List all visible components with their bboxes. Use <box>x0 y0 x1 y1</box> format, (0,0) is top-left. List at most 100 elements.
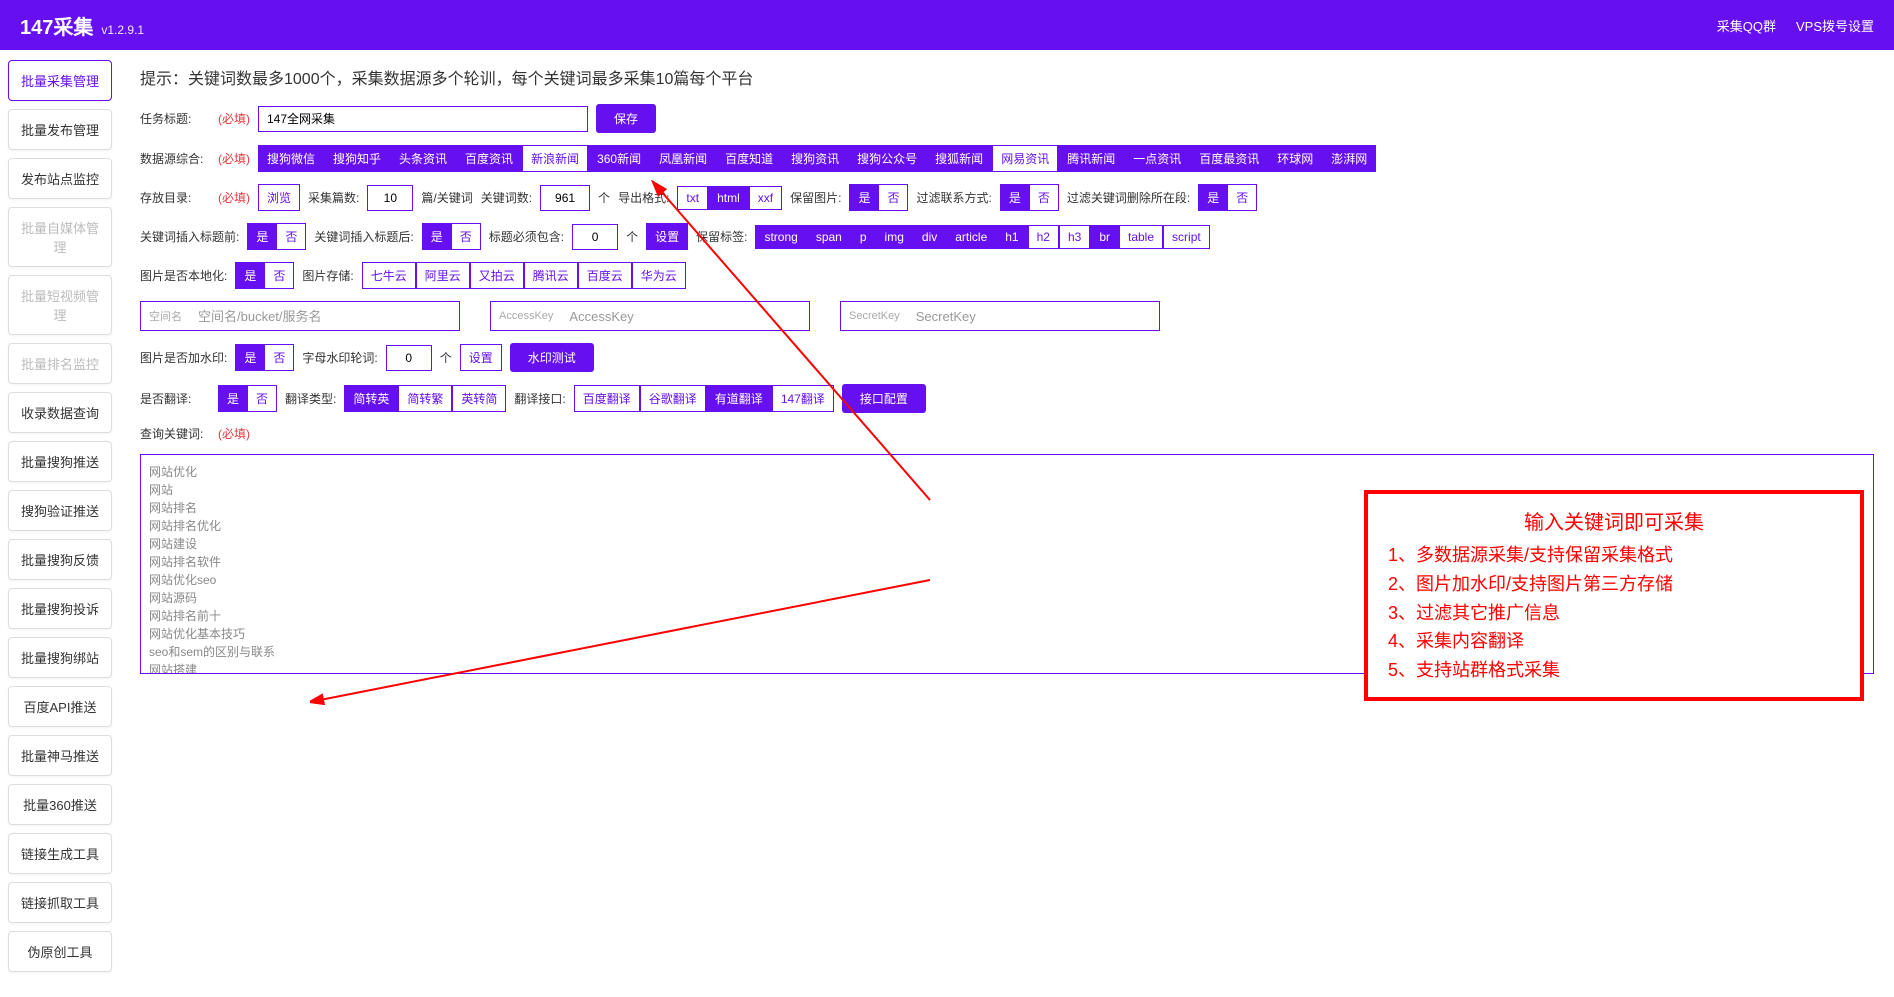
source-tag-15[interactable]: 环球网 <box>1268 145 1322 172</box>
store-tag-1[interactable]: 阿里云 <box>416 262 470 289</box>
filtercontact-yes[interactable]: 是 <box>1000 184 1030 211</box>
sidebar-item-9[interactable]: 批量搜狗反馈 <box>8 539 112 580</box>
header-link-qq[interactable]: 采集QQ群 <box>1717 16 1776 35</box>
keepimg-no[interactable]: 否 <box>879 184 908 211</box>
transapi-tag-3[interactable]: 147翻译 <box>772 385 834 412</box>
source-tag-4[interactable]: 新浪新闻 <box>522 145 588 172</box>
sidebar-item-15[interactable]: 链接生成工具 <box>8 833 112 874</box>
source-tag-5[interactable]: 360新闻 <box>588 145 650 172</box>
browse-button[interactable]: 浏览 <box>258 184 300 211</box>
after-no[interactable]: 否 <box>452 223 481 250</box>
source-tag-2[interactable]: 头条资讯 <box>390 145 456 172</box>
must-set-button[interactable]: 设置 <box>646 223 688 250</box>
sidebar-item-17[interactable]: 伪原创工具 <box>8 931 112 972</box>
filterkw-yes[interactable]: 是 <box>1198 184 1228 211</box>
sidebar-item-1[interactable]: 批量发布管理 <box>8 109 112 150</box>
keep-tag-6[interactable]: h1 <box>996 225 1027 249</box>
source-tag-8[interactable]: 搜狗资讯 <box>782 145 848 172</box>
translate-row: 是否翻译: 是 否 翻译类型: 简转英简转繁英转简 翻译接口: 百度翻译谷歌翻译… <box>140 384 1874 413</box>
translate-no[interactable]: 否 <box>248 385 277 412</box>
source-tag-9[interactable]: 搜狗公众号 <box>848 145 926 172</box>
sidebar-item-13[interactable]: 批量神马推送 <box>8 735 112 776</box>
transtype-tag-2[interactable]: 英转简 <box>452 385 506 412</box>
watermark-row: 图片是否加水印: 是 否 字母水印轮词: 个 设置 水印测试 <box>140 343 1874 372</box>
watermark-yes[interactable]: 是 <box>235 344 265 371</box>
source-tag-1[interactable]: 搜狗知乎 <box>324 145 390 172</box>
source-tag-3[interactable]: 百度资讯 <box>456 145 522 172</box>
store-tag-4[interactable]: 百度云 <box>578 262 632 289</box>
format-tag-1[interactable]: html <box>708 186 749 210</box>
before-label: 关键词插入标题前: <box>140 228 239 245</box>
after-yes[interactable]: 是 <box>422 223 452 250</box>
store-tag-0[interactable]: 七牛云 <box>362 262 416 289</box>
filtercontact-no[interactable]: 否 <box>1030 184 1059 211</box>
keep-tag-1[interactable]: span <box>807 225 851 249</box>
header-link-vps[interactable]: VPS拨号设置 <box>1796 16 1874 35</box>
transtype-label: 翻译类型: <box>285 390 336 407</box>
sidebar-item-14[interactable]: 批量360推送 <box>8 784 112 825</box>
keep-tag-5[interactable]: article <box>946 225 996 249</box>
must-input[interactable] <box>572 224 618 250</box>
sidebar: 批量采集管理批量发布管理发布站点监控批量自媒体管理批量短视频管理批量排名监控收录… <box>0 50 120 982</box>
letter-set-button[interactable]: 设置 <box>460 344 502 371</box>
imagelocal-no[interactable]: 否 <box>265 262 294 289</box>
translate-config-button[interactable]: 接口配置 <box>842 384 926 413</box>
kwcount-input[interactable] <box>540 185 590 211</box>
sk-input[interactable] <box>908 304 1159 329</box>
source-tag-10[interactable]: 搜狐新闻 <box>926 145 992 172</box>
transapi-tag-0[interactable]: 百度翻译 <box>574 385 640 412</box>
keep-tag-8[interactable]: h3 <box>1059 225 1090 249</box>
filterkw-no[interactable]: 否 <box>1228 184 1257 211</box>
imagelocal-yes[interactable]: 是 <box>235 262 265 289</box>
keep-tag-10[interactable]: table <box>1119 225 1163 249</box>
letter-input[interactable] <box>386 345 432 371</box>
source-tag-12[interactable]: 腾讯新闻 <box>1058 145 1124 172</box>
source-tag-16[interactable]: 澎湃网 <box>1322 145 1376 172</box>
before-yes[interactable]: 是 <box>247 223 277 250</box>
count-input[interactable] <box>367 185 413 211</box>
translate-yes[interactable]: 是 <box>218 385 248 412</box>
transtype-tag-1[interactable]: 简转繁 <box>398 385 452 412</box>
sidebar-item-7[interactable]: 批量搜狗推送 <box>8 441 112 482</box>
keep-tag-0[interactable]: strong <box>755 225 806 249</box>
keep-tag-3[interactable]: img <box>876 225 913 249</box>
transtype-tag-0[interactable]: 简转英 <box>344 385 398 412</box>
sidebar-item-16[interactable]: 链接抓取工具 <box>8 882 112 923</box>
callout-item-1: 2、图片加水印/支持图片第三方存储 <box>1388 570 1840 599</box>
sidebar-item-6[interactable]: 收录数据查询 <box>8 392 112 433</box>
before-no[interactable]: 否 <box>277 223 306 250</box>
space-input[interactable] <box>190 304 459 329</box>
keep-tag-11[interactable]: script <box>1163 225 1210 249</box>
transapi-tag-2[interactable]: 有道翻译 <box>706 385 772 412</box>
source-tag-6[interactable]: 凤凰新闻 <box>650 145 716 172</box>
keepimg-yes[interactable]: 是 <box>849 184 879 211</box>
save-button[interactable]: 保存 <box>596 104 656 133</box>
store-tag-5[interactable]: 华为云 <box>632 262 686 289</box>
watermark-test-button[interactable]: 水印测试 <box>510 343 594 372</box>
keep-tag-2[interactable]: p <box>851 225 876 249</box>
sk-group: SecretKey <box>840 301 1160 331</box>
source-tag-7[interactable]: 百度知道 <box>716 145 782 172</box>
watermark-no[interactable]: 否 <box>265 344 294 371</box>
transapi-tag-1[interactable]: 谷歌翻译 <box>640 385 706 412</box>
sidebar-item-8[interactable]: 搜狗验证推送 <box>8 490 112 531</box>
sidebar-item-0[interactable]: 批量采集管理 <box>8 60 112 101</box>
store-tag-3[interactable]: 腾讯云 <box>524 262 578 289</box>
sidebar-item-11[interactable]: 批量搜狗绑站 <box>8 637 112 678</box>
format-tag-2[interactable]: xxf <box>749 186 782 210</box>
keep-tag-4[interactable]: div <box>913 225 946 249</box>
keep-tag-9[interactable]: br <box>1090 225 1119 249</box>
task-title-input[interactable] <box>258 106 588 132</box>
format-tag-0[interactable]: txt <box>677 186 708 210</box>
ak-input[interactable] <box>561 304 809 329</box>
sidebar-item-12[interactable]: 百度API推送 <box>8 686 112 727</box>
keep-tag-7[interactable]: h2 <box>1028 225 1059 249</box>
source-tag-14[interactable]: 百度最资讯 <box>1190 145 1268 172</box>
storage-row: 存放目录: (必填) 浏览 采集篇数: 篇/关键词 关键词数: 个 导出格式: … <box>140 184 1874 211</box>
store-tag-2[interactable]: 又拍云 <box>470 262 524 289</box>
source-tag-13[interactable]: 一点资讯 <box>1124 145 1190 172</box>
sidebar-item-10[interactable]: 批量搜狗投诉 <box>8 588 112 629</box>
sidebar-item-2[interactable]: 发布站点监控 <box>8 158 112 199</box>
source-tag-11[interactable]: 网易资讯 <box>992 145 1058 172</box>
source-tag-0[interactable]: 搜狗微信 <box>258 145 324 172</box>
